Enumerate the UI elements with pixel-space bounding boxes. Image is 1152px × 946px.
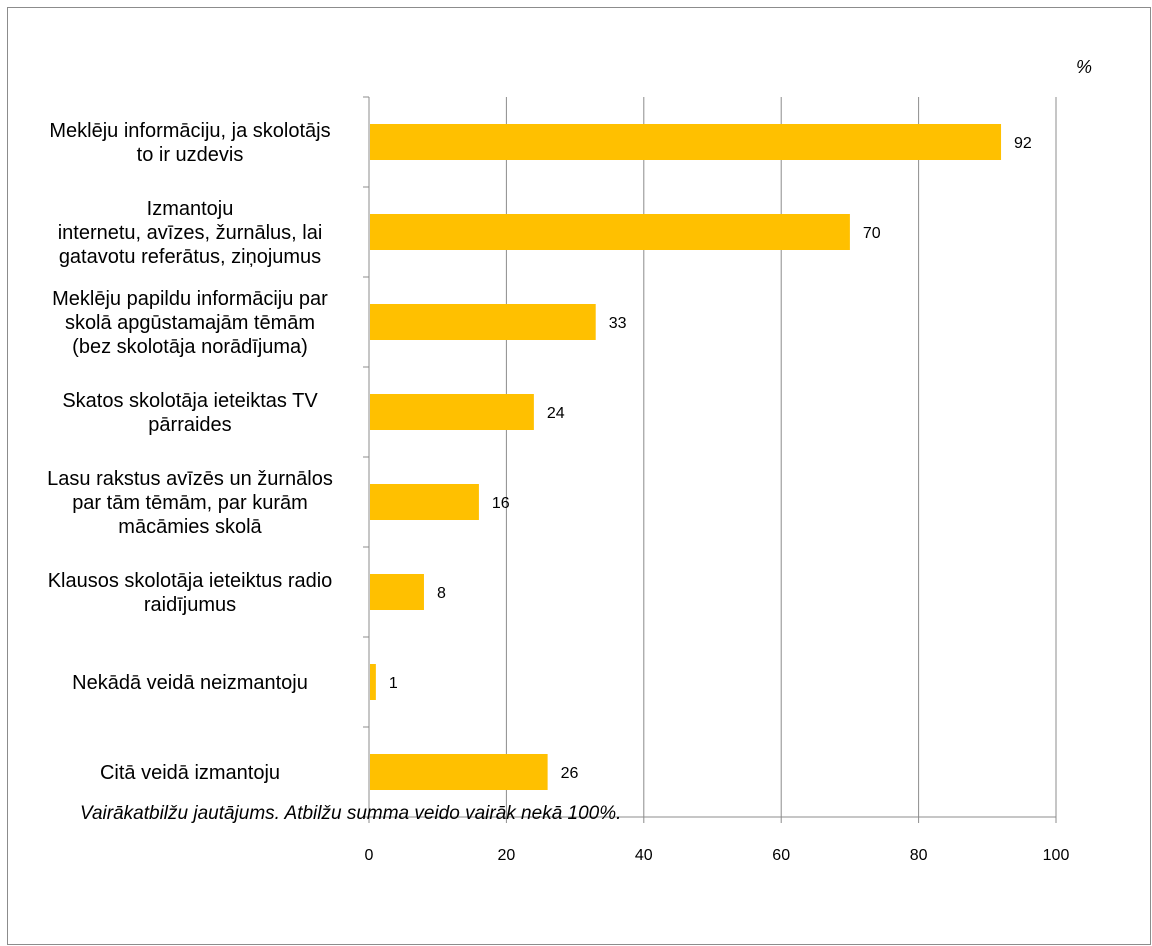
bar	[370, 574, 424, 610]
category-label: Meklēju papildu informāciju par skolā ap…	[52, 288, 328, 358]
bar	[370, 124, 1002, 160]
bar	[370, 664, 376, 700]
footnote: Vairākatbilžu jautājums. Atbilžu summa v…	[80, 803, 622, 824]
category-label: Citā veidā izmantoju	[99, 762, 281, 784]
category-label: Meklēju informāciju, ja skolotājs to ir …	[49, 120, 331, 166]
value-label: 70	[863, 225, 881, 242]
bar	[370, 484, 479, 520]
value-label: 8	[437, 585, 446, 602]
value-label: 92	[1014, 135, 1032, 152]
category-label: Skatos skolotāja ieteiktas TV pārraides	[62, 390, 318, 436]
value-labels: 92 70 33 24 16 8 1 26	[389, 135, 1032, 782]
x-tick-label: 0	[365, 847, 374, 864]
category-label: Lasu rakstus avīzēs un žurnālos par tām …	[47, 468, 333, 538]
category-label: Izmantoju internetu, avīzes, žurnālus, l…	[57, 198, 323, 268]
bar	[370, 394, 534, 430]
x-tick-label: 60	[772, 847, 790, 864]
value-label: 16	[492, 495, 510, 512]
chart-frame	[7, 7, 1151, 945]
value-label: 1	[389, 675, 398, 692]
unit-label: %	[1076, 57, 1093, 77]
bar	[370, 304, 596, 340]
x-tick-label: 20	[498, 847, 516, 864]
bar	[370, 214, 850, 250]
value-label: 33	[609, 315, 627, 332]
x-tick-labels: 0 20 40 60 80 100	[365, 847, 1070, 864]
x-tick-label: 40	[635, 847, 653, 864]
x-tick-label: 80	[910, 847, 928, 864]
x-tick-label: 100	[1043, 847, 1070, 864]
value-label: 26	[561, 765, 579, 782]
value-label: 24	[547, 405, 565, 422]
bar	[370, 754, 548, 790]
category-label: Klausos skolotāja ieteiktus radio raidīj…	[47, 570, 333, 616]
axes	[363, 96, 1057, 823]
gridlines	[505, 97, 1057, 817]
category-label: Nekādā veidā neizmantoju	[72, 672, 308, 694]
bars	[370, 124, 1002, 790]
